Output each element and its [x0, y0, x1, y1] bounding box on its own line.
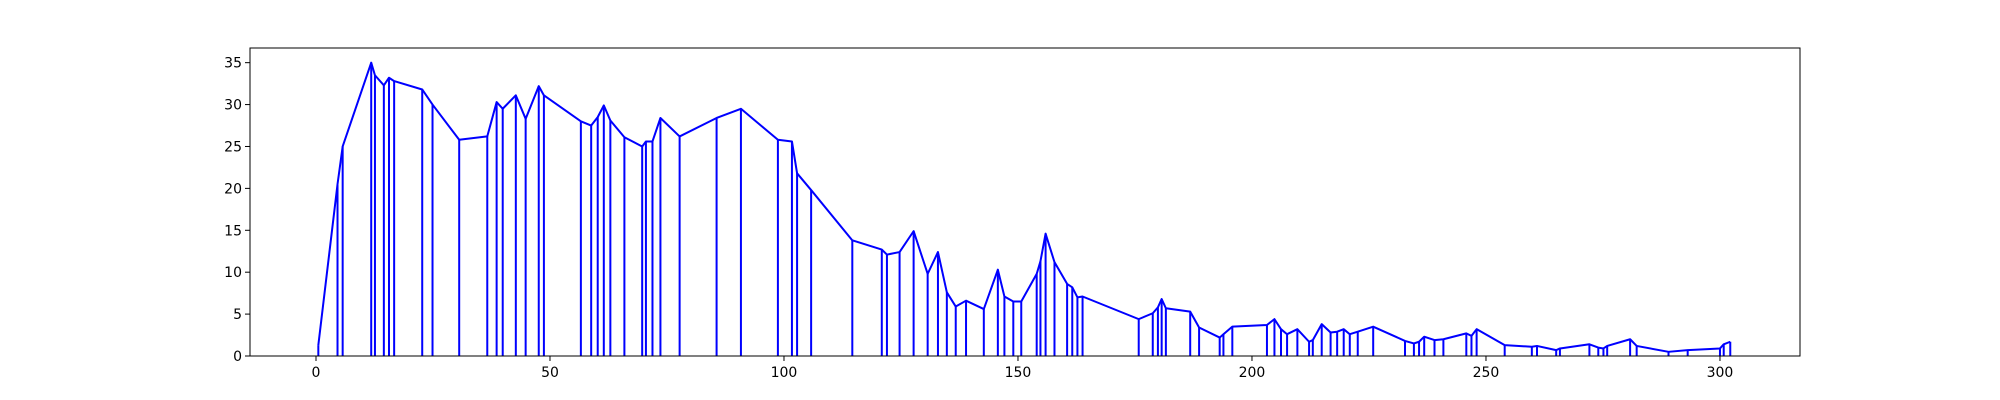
x-tick-label: 250 — [1473, 365, 1500, 381]
x-tick-label: 150 — [1005, 365, 1032, 381]
y-tick-label: 5 — [233, 307, 242, 323]
x-tick-label: 0 — [312, 365, 321, 381]
y-tick-label: 20 — [224, 181, 242, 197]
y-tick-label: 0 — [233, 349, 242, 365]
x-tick-label: 300 — [1707, 365, 1734, 381]
y-tick-label: 25 — [224, 139, 242, 155]
y-tick-label: 15 — [224, 223, 242, 239]
data-line — [317, 61, 1731, 353]
x-tick-label: 50 — [541, 365, 559, 381]
x-tick-label: 200 — [1239, 365, 1266, 381]
axes-frame — [249, 47, 1801, 357]
y-tick-label: 30 — [224, 98, 242, 114]
x-tick-label: 100 — [771, 365, 798, 381]
y-tick-label: 35 — [224, 56, 242, 72]
y-tick-label: 10 — [224, 265, 242, 281]
